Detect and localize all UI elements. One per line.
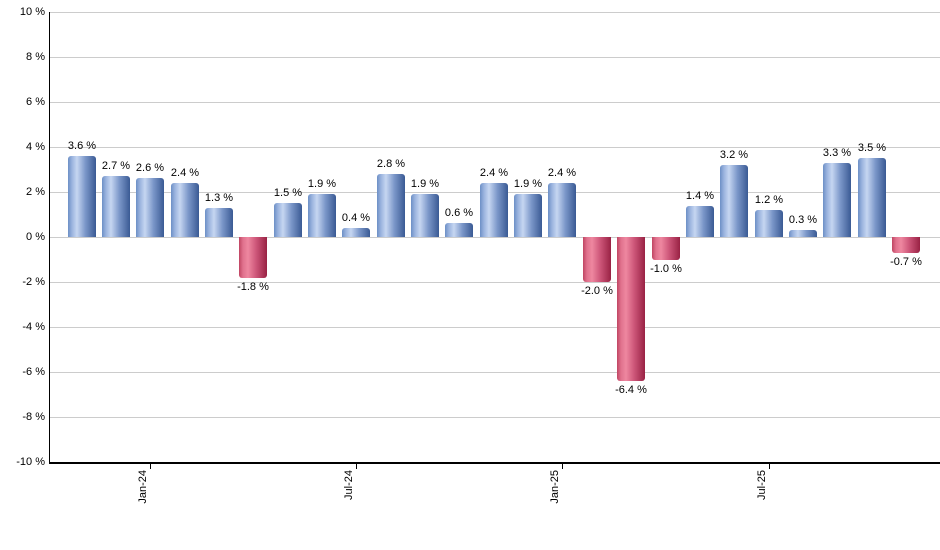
x-axis-tick [769,462,770,469]
bar-value-label: 2.6 % [135,162,165,174]
bar[interactable] [68,156,96,237]
bar-value-label: 3.5 % [857,142,887,154]
bar-value-label: 1.3 % [204,192,234,204]
y-axis-tick-label: -10 % [16,456,45,468]
bar[interactable] [858,158,886,237]
y-axis-tick-label: -8 % [22,411,45,423]
bar[interactable] [583,237,611,282]
bar-value-label: 1.9 % [513,178,543,190]
bar-value-label: 2.4 % [547,167,577,179]
y-axis-tick-label: -6 % [22,366,45,378]
bar-value-label: 1.4 % [685,190,715,202]
bar[interactable] [514,194,542,237]
bar-value-label: 2.4 % [170,167,200,179]
gridline [49,12,940,13]
y-axis-tick-label: 4 % [26,141,45,153]
bar-value-label: -1.8 % [237,281,269,293]
bar[interactable] [755,210,783,237]
y-axis-tick-label: 0 % [26,231,45,243]
y-axis-line [49,12,50,464]
bar-value-label: 1.9 % [410,178,440,190]
bar-value-label: 0.6 % [444,207,474,219]
x-axis-tick-label: Jul-24 [343,470,355,500]
bar[interactable] [892,237,920,253]
gridline [49,57,940,58]
gridline [49,102,940,103]
y-axis-tick-label: -2 % [22,276,45,288]
x-axis-tick-label: Jan-24 [137,470,149,504]
bar-value-label: 1.2 % [754,194,784,206]
bar[interactable] [686,206,714,237]
gridline [49,237,940,238]
bar[interactable] [617,237,645,381]
bar[interactable] [445,223,473,237]
bar[interactable] [480,183,508,237]
bar[interactable] [274,203,302,237]
bar[interactable] [720,165,748,237]
bar-value-label: 0.3 % [788,214,818,226]
bar-value-label: -2.0 % [581,285,613,297]
bar-value-label: -6.4 % [615,384,647,396]
bar[interactable] [411,194,439,237]
x-axis-tick-label: Jul-25 [756,470,768,500]
bar[interactable] [652,237,680,260]
gridline [49,147,940,148]
bar-value-label: 1.9 % [307,178,337,190]
y-axis-tick-label: 2 % [26,186,45,198]
bar-value-label: 0.4 % [341,212,371,224]
bar[interactable] [239,237,267,278]
bar-value-label: -0.7 % [890,256,922,268]
bar[interactable] [342,228,370,237]
y-axis-tick-label: 6 % [26,96,45,108]
gridline [49,327,940,328]
bar-value-label: 3.2 % [719,149,749,161]
bar[interactable] [823,163,851,237]
x-axis-line [49,462,940,464]
gridline [49,417,940,418]
y-axis-tick-label: 10 % [19,6,45,18]
bar-value-label: 2.7 % [101,160,131,172]
bar[interactable] [308,194,336,237]
x-axis-tick [562,462,563,469]
bar[interactable] [102,176,130,237]
bar[interactable] [171,183,199,237]
bar[interactable] [377,174,405,237]
gridline [49,372,940,373]
bar[interactable] [205,208,233,237]
x-axis-tick [356,462,357,469]
y-axis-tick-label: -4 % [22,321,45,333]
x-axis-tick-label: Jan-25 [549,470,561,504]
bar-value-label: 3.6 % [67,140,97,152]
bar-value-label: 2.4 % [479,167,509,179]
y-axis-tick-label: 8 % [26,51,45,63]
bar[interactable] [789,230,817,237]
bar-value-label: 2.8 % [376,158,406,170]
bar-value-label: 3.3 % [822,147,852,159]
bar[interactable] [548,183,576,237]
bar-value-label: 1.5 % [273,187,303,199]
gridline [49,282,940,283]
bar[interactable] [136,178,164,237]
x-axis-tick [150,462,151,469]
bar-value-label: -1.0 % [650,263,682,275]
